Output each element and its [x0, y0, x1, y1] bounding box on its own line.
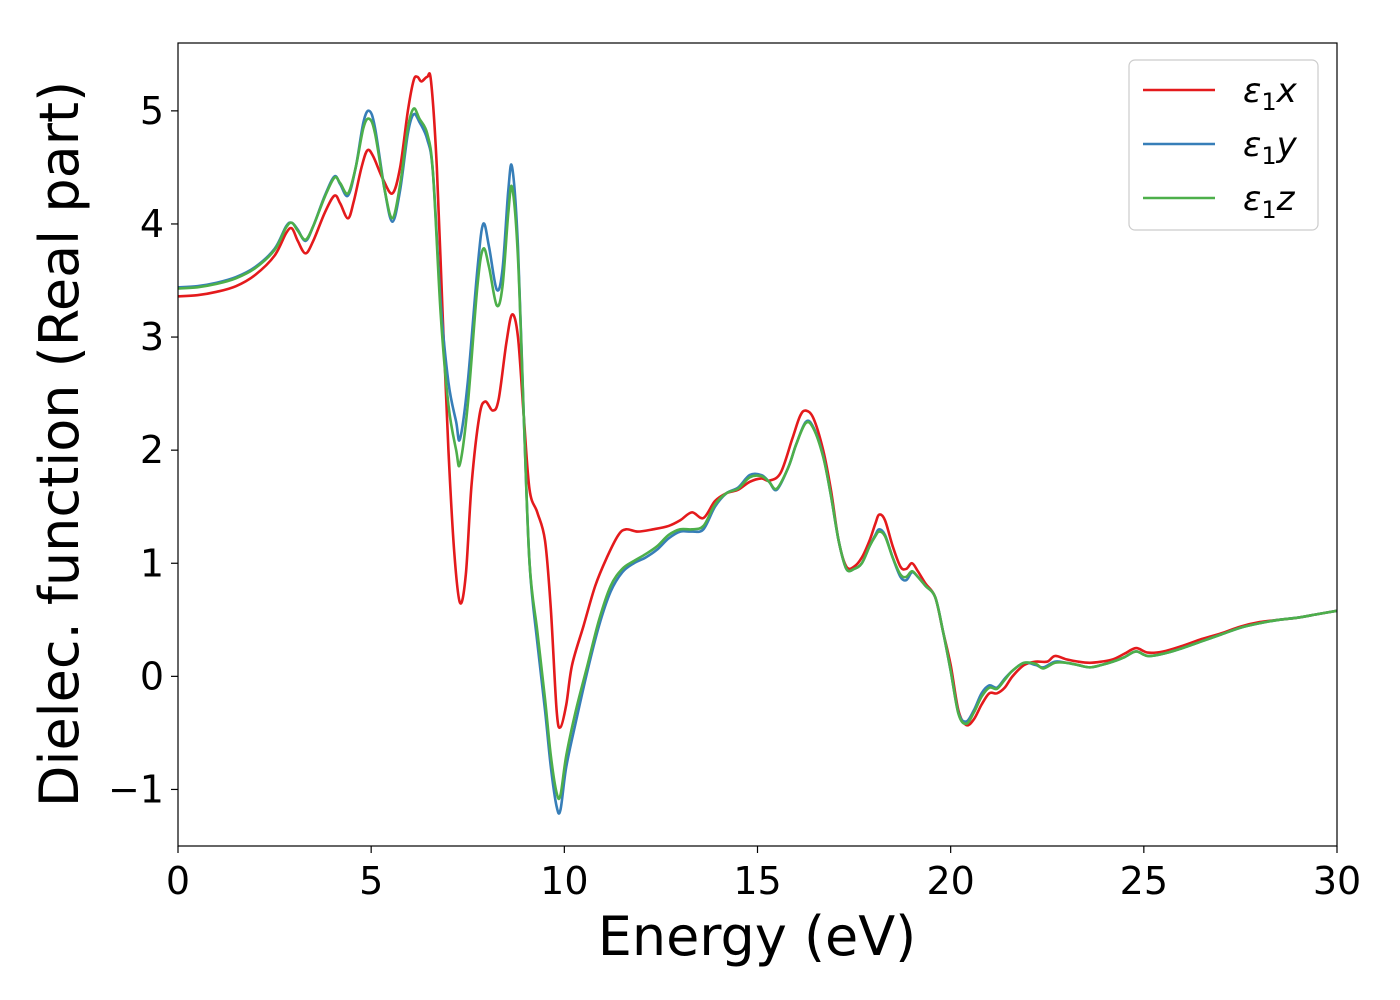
legend-label-z: ε1z: [1243, 179, 1296, 224]
y-tick-label: 5: [140, 89, 164, 133]
x-tick-label: 30: [1313, 859, 1361, 903]
series-layer: [178, 72, 1337, 815]
y-tick-label: 4: [140, 202, 164, 246]
x-tick-label: 0: [166, 859, 190, 903]
legend-label-y: ε1y: [1243, 125, 1298, 170]
x-tick-label: 5: [359, 859, 383, 903]
y-tick-label: 1: [140, 541, 164, 585]
x-tick-label: 25: [1120, 859, 1168, 903]
y-tick-label: −1: [108, 767, 164, 811]
legend-label-x: ε1x: [1243, 71, 1298, 116]
x-tick-label: 15: [733, 859, 781, 903]
x-axis-ticks: 0 5 10 15 20 25 30: [166, 846, 1361, 903]
x-tick-label: 10: [540, 859, 588, 903]
x-axis-label: Energy (eV): [598, 905, 917, 968]
legend-box: [1128, 59, 1319, 231]
y-tick-label: 2: [140, 428, 164, 472]
y-axis-label: Dielec. function (Real part): [28, 81, 91, 807]
y-tick-label: 3: [140, 315, 164, 359]
y-axis-ticks: −1 0 1 2 3 4 5: [108, 89, 178, 811]
x-tick-label: 20: [926, 859, 974, 903]
series-line-z: [178, 107, 1337, 801]
legend: ε1x ε1y ε1z: [1128, 59, 1319, 231]
y-tick-label: 0: [140, 654, 164, 698]
